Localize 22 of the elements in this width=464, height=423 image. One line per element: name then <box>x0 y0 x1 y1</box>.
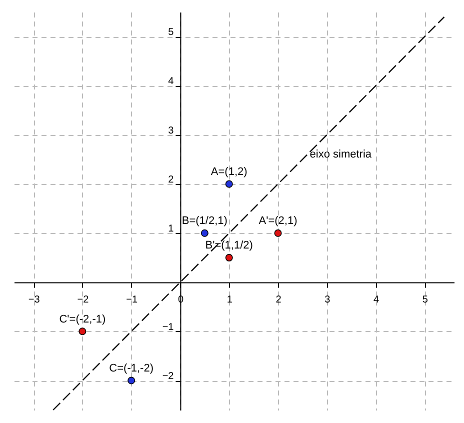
x-tick-label: 5 <box>422 294 428 306</box>
x-tick-label: 2 <box>276 294 282 306</box>
annotation: B=(1/2,1) <box>182 215 228 228</box>
annotation: C'=(-2,-1) <box>59 313 106 326</box>
annotation: B'=(1,1/2) <box>205 240 253 252</box>
x-tick-label: −3 <box>28 294 40 306</box>
x-tick-label: −2 <box>77 294 90 306</box>
x-tick-label: 3 <box>324 294 331 306</box>
x-tick-label: 1 <box>226 294 233 306</box>
y-tick-label: 3 <box>168 125 174 136</box>
annotation: A=(1,2) <box>210 166 248 178</box>
y-tick-label: −1 <box>162 322 174 333</box>
y-tick-label: 4 <box>168 76 174 88</box>
y-tick-label: 2 <box>168 174 174 186</box>
y-tick-label: 1 <box>168 224 174 235</box>
y-tick-label: 5 <box>168 27 174 38</box>
x-tick-label: −1 <box>126 294 138 306</box>
annotation: eixo simetria <box>310 148 372 160</box>
y-tick-label: −2 <box>162 371 174 382</box>
annotation: A'=(2,1) <box>258 215 298 228</box>
annotation: C=(-1,-2) <box>109 362 154 375</box>
x-tick-label: 4 <box>373 294 380 306</box>
